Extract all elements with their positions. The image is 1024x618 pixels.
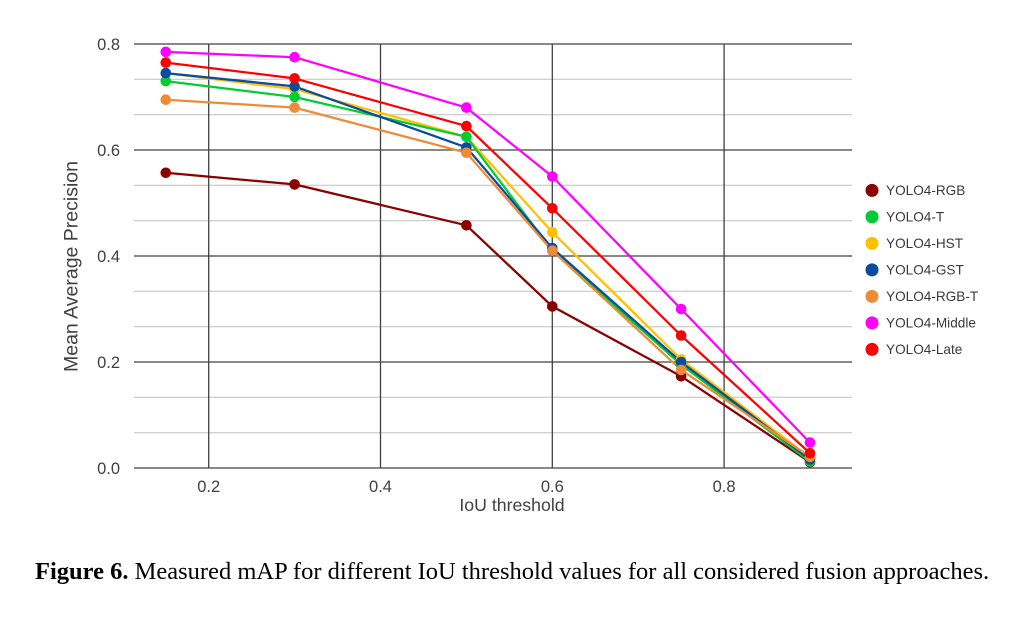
svg-text:0.2: 0.2 — [197, 478, 220, 496]
svg-text:0.4: 0.4 — [369, 478, 392, 496]
svg-text:YOLO4-Middle: YOLO4-Middle — [886, 316, 976, 331]
svg-text:0.0: 0.0 — [97, 460, 120, 478]
svg-text:YOLO4-T: YOLO4-T — [886, 210, 944, 225]
svg-text:YOLO4-GST: YOLO4-GST — [886, 263, 964, 278]
svg-text:0.6: 0.6 — [541, 478, 564, 496]
svg-text:YOLO4-HST: YOLO4-HST — [886, 236, 963, 251]
svg-text:YOLO4-Late: YOLO4-Late — [886, 342, 962, 357]
svg-text:YOLO4-RGB: YOLO4-RGB — [886, 183, 965, 198]
svg-text:YOLO4-RGB-T: YOLO4-RGB-T — [886, 289, 978, 304]
svg-text:0.4: 0.4 — [97, 248, 120, 266]
svg-text:0.8: 0.8 — [713, 478, 736, 496]
svg-text:0.2: 0.2 — [97, 354, 120, 372]
svg-text:0.8: 0.8 — [97, 36, 120, 54]
svg-text:0.6: 0.6 — [97, 142, 120, 160]
